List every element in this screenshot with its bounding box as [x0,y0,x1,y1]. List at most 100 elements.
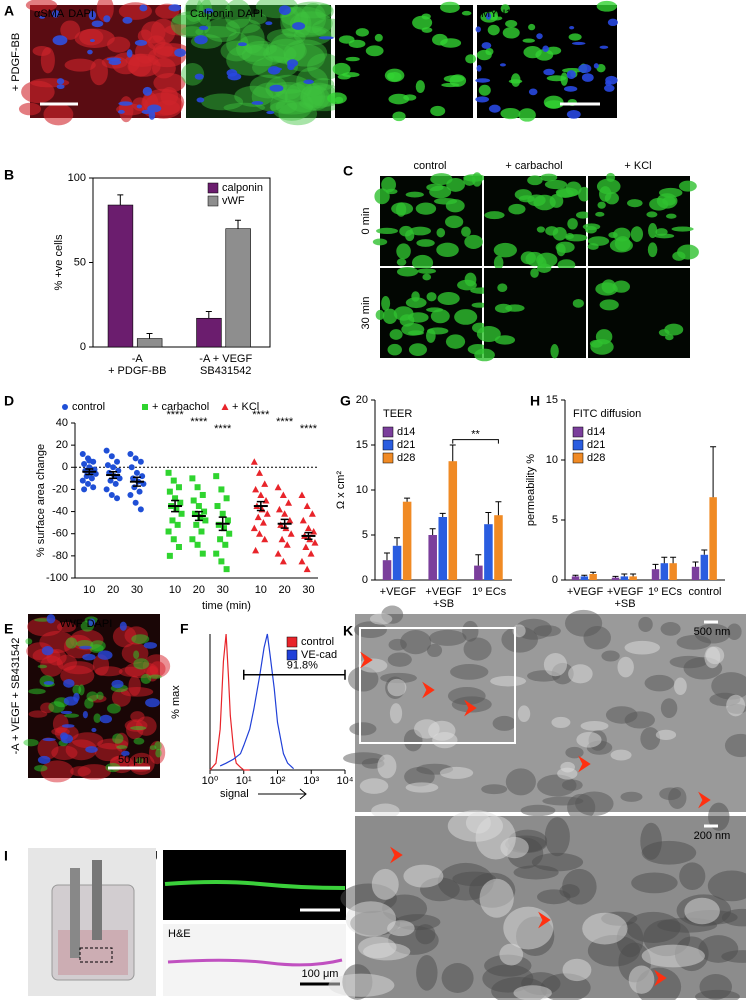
texture [365,45,384,57]
error-bar [205,311,212,319]
texture [445,215,464,229]
point [172,495,179,502]
y-tick-label: 10 [546,454,558,466]
histogram-line [219,633,295,770]
point [81,486,88,493]
point [195,503,202,510]
row-label: + PDGF-BB [10,33,22,91]
texture [389,703,403,724]
texture [523,46,542,59]
texture [286,59,299,68]
point [197,514,204,521]
x-tick-label: 10³ [303,775,319,787]
texture [128,675,141,696]
point [298,491,306,498]
point [303,502,311,510]
texture [607,18,618,27]
gate-label: 91.8% [287,660,318,672]
texture [39,655,64,677]
texture [544,817,570,857]
legend-swatch [286,649,298,661]
y-tick-label: 20 [356,394,368,406]
texture [582,912,628,945]
texture [726,694,746,717]
chart-title: FITC diffusion [573,408,641,420]
texture [426,292,437,302]
texture [464,272,477,287]
texture [474,348,495,362]
texture [18,102,42,116]
texture [550,343,559,359]
texture [644,674,675,692]
texture [522,38,535,43]
y-tick-label: 0 [552,574,558,586]
texture [278,5,291,16]
texture [302,85,330,111]
texture [56,84,65,90]
texture [721,950,746,963]
texture [28,710,48,718]
texture [145,698,160,708]
error-bar [572,574,579,577]
x-tick-label: 1º ECs [472,586,506,598]
legend-swatch [382,426,394,438]
error-bar [485,512,492,525]
texture [445,334,466,349]
texture [291,1,333,19]
texture [64,58,96,72]
significance: **** [166,409,184,421]
y-axis-label: % +ve cells [53,234,65,290]
texture [640,822,662,860]
texture [46,614,56,624]
texture [369,613,393,625]
arrow [390,846,403,864]
bar [382,560,392,580]
texture [426,643,443,658]
texture [475,78,491,83]
point [130,475,137,482]
scale-text: 200 nm [694,830,731,842]
texture [481,784,508,795]
texture [223,102,266,113]
texture [142,86,153,96]
texture [536,33,543,40]
legend-swatch [382,452,394,464]
point [298,557,306,565]
sem-bar [85,468,94,476]
texture [399,314,415,327]
y-tick-label: 15 [356,439,368,451]
texture [566,109,581,119]
texture [441,963,474,993]
texture [23,738,39,747]
texture [582,223,601,231]
texture [499,943,524,966]
point [287,530,295,537]
x-tick-label: 20 [107,584,119,596]
sem-bar [109,470,118,480]
texture [540,173,558,182]
point [112,480,119,487]
y-tick-label: 0 [62,461,68,473]
legend-swatch [207,195,219,207]
legend-swatch [572,452,584,464]
texture [307,53,342,81]
texture [628,965,655,994]
texture [620,791,643,802]
texture [464,234,483,249]
bar [611,577,620,580]
panel-label: B [4,167,14,183]
bar [107,204,134,348]
sem-bar [218,516,227,532]
point [218,486,225,493]
panel-label: F [180,621,189,637]
x-tick-label: 30 [217,584,229,596]
texture [430,309,450,324]
texture [272,67,283,71]
texture [39,15,46,19]
point [189,536,196,543]
point [278,535,286,543]
texture [265,74,312,103]
y-axis-label: % surface area change [35,444,47,557]
texture [387,652,412,667]
point [218,558,225,565]
